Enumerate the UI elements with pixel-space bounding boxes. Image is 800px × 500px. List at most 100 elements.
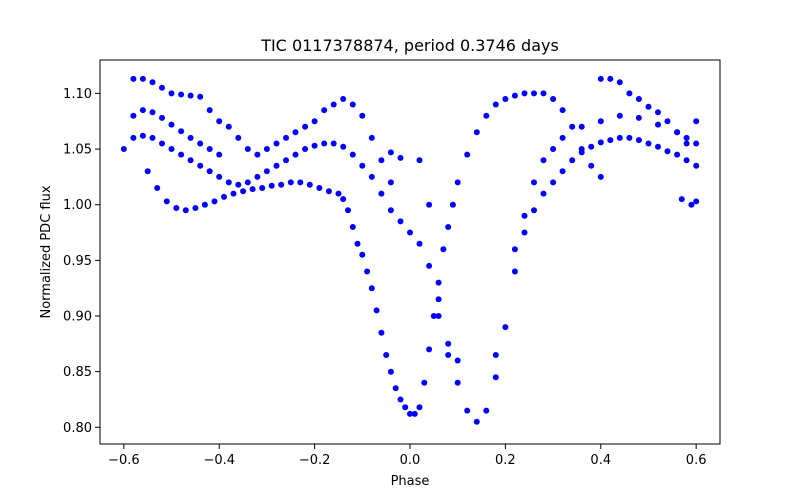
data-point (550, 96, 557, 102)
data-point (349, 151, 356, 158)
data-point (635, 114, 642, 121)
data-point (674, 129, 681, 136)
data-point (597, 75, 604, 82)
data-point (349, 101, 356, 108)
data-point (368, 285, 375, 292)
data-point (173, 205, 180, 211)
data-point (206, 168, 213, 175)
data-point (278, 181, 285, 188)
data-point (454, 179, 461, 186)
data-point (645, 140, 652, 147)
data-point (521, 90, 528, 97)
data-point (693, 198, 700, 205)
data-point (302, 123, 309, 130)
data-point (683, 140, 690, 147)
data-point (383, 352, 390, 358)
data-point (407, 229, 413, 236)
data-point (416, 157, 423, 164)
data-point (364, 268, 371, 275)
x-tick-label: −0.4 (203, 453, 235, 468)
data-point (359, 251, 366, 258)
data-point (511, 92, 518, 99)
data-point (197, 162, 204, 169)
data-point (626, 90, 633, 97)
x-tick-label: 0.6 (686, 453, 707, 468)
data-point (144, 168, 151, 175)
data-point (254, 173, 261, 180)
data-point (273, 140, 280, 147)
data-point (149, 79, 156, 86)
data-point (578, 123, 585, 130)
data-point (492, 101, 499, 108)
data-point (244, 179, 251, 186)
data-point (492, 352, 499, 358)
data-point (531, 90, 537, 97)
y-tick-label: 0.80 (63, 421, 92, 436)
data-point (511, 246, 518, 253)
data-point (540, 190, 547, 197)
chart-title: TIC 0117378874, period 0.3746 days (260, 36, 559, 55)
data-point (578, 146, 585, 152)
data-point (597, 139, 604, 146)
data-point (159, 140, 165, 147)
data-point (354, 240, 361, 247)
data-point (378, 157, 385, 164)
x-tick-label: −0.2 (299, 453, 331, 468)
x-axis: −0.6 −0.4 −0.2 0.0 0.2 0.4 0.6 (108, 444, 706, 468)
data-point (693, 140, 700, 147)
data-point (130, 134, 137, 141)
data-point (268, 182, 275, 189)
x-tick-label: −0.6 (108, 453, 140, 468)
data-point (130, 112, 137, 119)
x-axis-label: Phase (391, 474, 430, 489)
data-point (588, 143, 595, 150)
plot-frame (99, 59, 721, 445)
data-point (259, 185, 266, 191)
data-point (521, 229, 528, 236)
data-point (235, 134, 242, 141)
data-point (178, 151, 185, 158)
data-point (521, 212, 528, 219)
data-point (674, 151, 681, 158)
data-point (693, 162, 700, 169)
data-point (397, 154, 404, 161)
data-point (540, 90, 547, 97)
data-point (693, 118, 700, 125)
data-point (225, 179, 232, 186)
data-point (445, 352, 452, 358)
data-point (411, 410, 418, 417)
data-point (197, 93, 204, 100)
data-point (426, 346, 433, 353)
data-point (297, 179, 304, 186)
data-point (302, 146, 309, 152)
data-point (540, 157, 547, 164)
data-point (407, 410, 413, 417)
data-point (655, 121, 661, 128)
data-point (168, 90, 175, 97)
data-point (678, 196, 685, 203)
data-point (635, 137, 642, 144)
data-point (139, 132, 146, 139)
data-point (473, 418, 480, 425)
data-point (531, 179, 537, 186)
data-point (397, 218, 404, 225)
data-point (340, 96, 347, 102)
data-point (454, 379, 461, 386)
y-tick-label: 1.10 (63, 87, 92, 102)
data-point (616, 112, 623, 119)
data-point (616, 79, 623, 86)
data-point (287, 179, 294, 186)
data-point (387, 368, 394, 375)
data-point (550, 146, 557, 152)
data-point (149, 134, 156, 141)
data-point (392, 385, 399, 392)
data-point (168, 146, 175, 152)
data-point (683, 134, 690, 141)
y-tick-label: 0.95 (63, 254, 92, 269)
data-point (273, 162, 280, 169)
data-point (550, 179, 557, 186)
data-point (316, 185, 323, 191)
data-point (426, 201, 433, 208)
data-point (321, 107, 328, 114)
data-point (292, 151, 299, 158)
